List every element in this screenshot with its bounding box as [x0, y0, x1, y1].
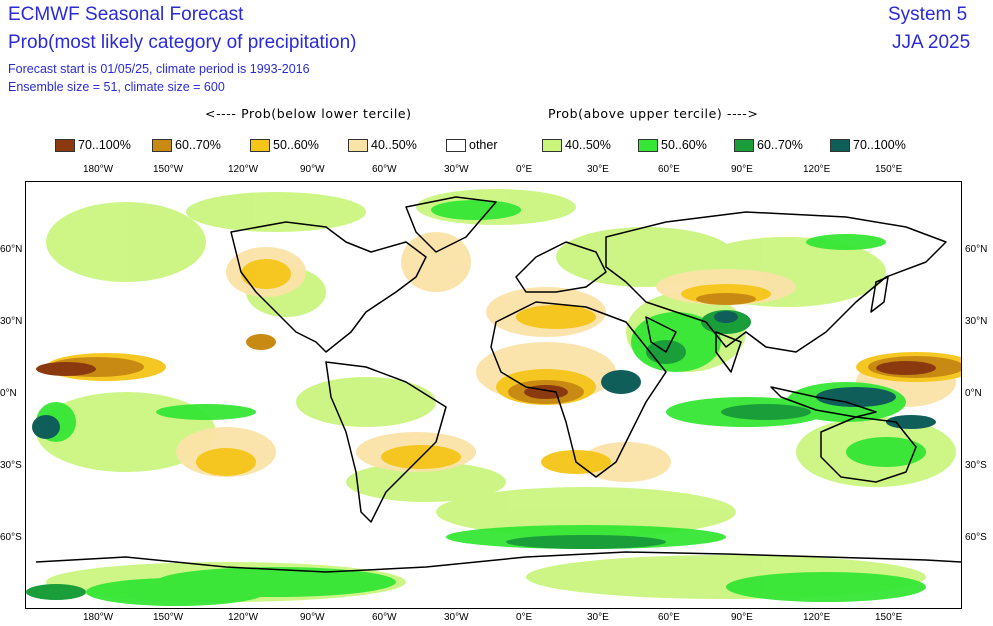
season-label: JJA 2025 [892, 32, 971, 53]
x-tick-label: 180°W [83, 164, 114, 175]
legend-label: 40..50% [565, 138, 611, 152]
below-tercile-label: <---- Prob(below lower tercile) [205, 106, 412, 121]
y-tick-label: 60°N [0, 244, 23, 255]
legend-swatch [446, 138, 466, 152]
x-tick-label: 150°E [875, 612, 903, 623]
color-legend: 70..100% 60..70% 50..60% 40..50% other 40..50… [0, 136, 993, 156]
x-tick-label: 150°E [875, 164, 903, 175]
x-tick-label: 120°W [228, 612, 259, 623]
x-tick-label: 0°E [516, 612, 533, 623]
legend-item: 70..100% [830, 136, 906, 154]
x-tick-label: 150°W [153, 164, 184, 175]
legend-item: 60..70% [734, 136, 803, 154]
y-tick-label: 30°N [965, 316, 988, 327]
y-tick-label: 0°N [0, 388, 17, 399]
x-tick-label: 90°E [731, 164, 753, 175]
system-label: System 5 [888, 4, 968, 25]
x-tick-label: 60°W [372, 164, 397, 175]
x-tick-label: 30°E [587, 612, 609, 623]
y-tick-label: 60°S [965, 532, 987, 543]
legend-item: 70..100% [55, 136, 131, 154]
legend-item: 40..50% [348, 136, 417, 154]
legend-swatch [542, 138, 562, 152]
legend-label: 70..100% [853, 138, 906, 152]
legend-label: 60..70% [757, 138, 803, 152]
y-tick-label: 30°N [0, 316, 23, 327]
x-tick-label: 30°W [444, 164, 469, 175]
legend-swatch [152, 138, 172, 152]
coastlines [35, 196, 961, 573]
x-tick-label: 120°E [803, 612, 831, 623]
x-tick-label: 150°W [153, 612, 184, 623]
legend-label: 60..70% [175, 138, 221, 152]
legend-item: 50..60% [250, 136, 319, 154]
x-tick-label: 0°E [516, 164, 533, 175]
precipitation-map [25, 181, 962, 609]
x-tick-label: 90°E [731, 612, 753, 623]
x-tick-label: 60°E [658, 612, 680, 623]
legend-item: other [446, 136, 498, 154]
legend-swatch [55, 138, 75, 152]
x-tick-label: 30°W [444, 612, 469, 623]
legend-label: 70..100% [78, 138, 131, 152]
x-tick-label: 120°E [803, 164, 831, 175]
map-canvas [26, 189, 961, 606]
legend-swatch [348, 138, 368, 152]
x-tick-label: 60°E [658, 164, 680, 175]
map-subtitle: Prob(most likely category of precipitati… [8, 32, 357, 53]
y-tick-label: 30°S [965, 460, 987, 471]
legend-swatch [734, 138, 754, 152]
y-tick-label: 60°S [0, 532, 22, 543]
x-tick-label: 60°W [372, 612, 397, 623]
legend-item: 50..60% [638, 136, 707, 154]
legend-label: 40..50% [371, 138, 417, 152]
legend-label: 50..60% [273, 138, 319, 152]
legend-swatch [830, 138, 850, 152]
y-tick-label: 60°N [965, 244, 988, 255]
forecast-info: Forecast start is 01/05/25, climate peri… [8, 62, 310, 76]
y-tick-label: 30°S [0, 460, 22, 471]
legend-item: 40..50% [542, 136, 611, 154]
legend-label: 50..60% [661, 138, 707, 152]
legend-label: other [469, 138, 498, 152]
x-tick-label: 90°W [300, 612, 325, 623]
x-tick-label: 120°W [228, 164, 259, 175]
x-tick-label: 30°E [587, 164, 609, 175]
above-tercile-label: Prob(above upper tercile) ----> [548, 106, 759, 121]
x-tick-label: 90°W [300, 164, 325, 175]
legend-swatch [638, 138, 658, 152]
x-tick-label: 180°W [83, 612, 114, 623]
y-tick-label: 0°N [965, 388, 982, 399]
legend-swatch [250, 138, 270, 152]
legend-item: 60..70% [152, 136, 221, 154]
map-title: ECMWF Seasonal Forecast [8, 4, 244, 25]
ensemble-info: Ensemble size = 51, climate size = 600 [8, 80, 225, 94]
